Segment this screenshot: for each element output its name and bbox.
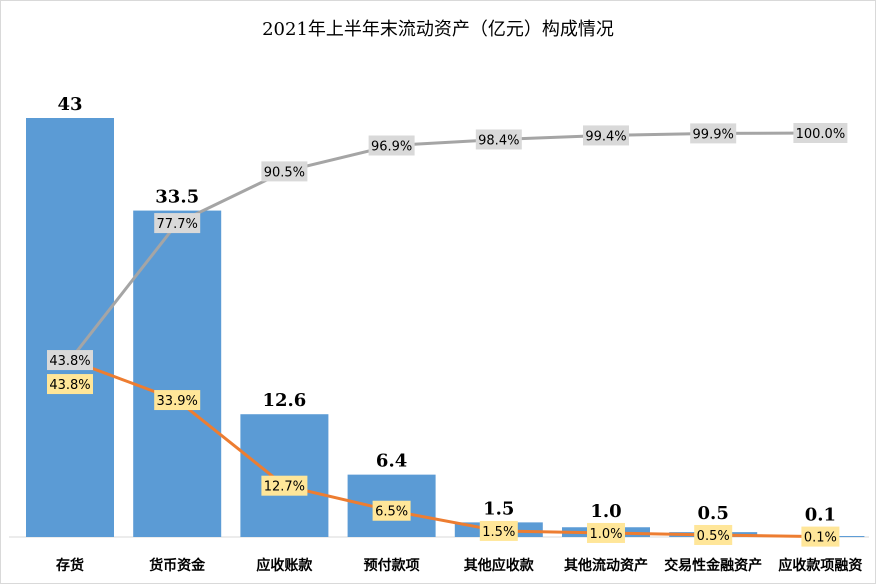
bar-value-label: 0.1 bbox=[805, 505, 836, 526]
share-label-bg bbox=[261, 475, 308, 496]
share-label: 0.5% bbox=[697, 529, 730, 544]
cumulative-label-bg bbox=[690, 123, 737, 144]
share-label: 33.9% bbox=[157, 394, 198, 409]
bar bbox=[26, 118, 114, 537]
cumulative-label: 77.7% bbox=[157, 217, 198, 232]
bar bbox=[240, 414, 329, 537]
share-label-bg bbox=[47, 374, 93, 395]
bar-value-label: 43 bbox=[57, 94, 82, 115]
cumulative-label: 99.9% bbox=[693, 127, 734, 142]
share-label-bg bbox=[154, 390, 201, 411]
x-tick-label: 交易性金融资产 bbox=[664, 557, 762, 574]
x-tick-label: 存货 bbox=[56, 557, 84, 574]
bar-value-label: 33.5 bbox=[155, 187, 199, 208]
cumulative-label-bg bbox=[368, 135, 415, 156]
cumulative-label-bg bbox=[583, 125, 629, 146]
share-label: 12.7% bbox=[264, 480, 305, 495]
chart-title: 2021年上半年末流动资产（亿元）构成情况 bbox=[262, 19, 614, 40]
share-label-bg bbox=[694, 524, 733, 545]
share-label-bg bbox=[372, 500, 411, 521]
x-tick-label: 预付款项 bbox=[364, 557, 420, 574]
cumulative-label: 99.4% bbox=[585, 129, 626, 144]
bar-value-label: 1.5 bbox=[483, 498, 514, 519]
share-label-bg bbox=[801, 526, 840, 547]
x-tick-label: 应收账款 bbox=[256, 557, 313, 574]
share-label-bg bbox=[479, 520, 518, 541]
x-tick-label: 其他流动资产 bbox=[564, 557, 648, 574]
share-label: 0.1% bbox=[804, 531, 837, 546]
bar-value-label: 6.4 bbox=[376, 451, 407, 472]
cumulative-label: 98.4% bbox=[478, 133, 519, 148]
cumulative-label: 43.8% bbox=[49, 354, 90, 369]
share-label: 1.0% bbox=[589, 527, 622, 542]
cumulative-label: 90.5% bbox=[264, 165, 305, 180]
bar-value-label: 0.5 bbox=[698, 503, 729, 524]
share-label: 43.8% bbox=[49, 378, 90, 393]
cumulative-label-bg bbox=[47, 350, 93, 371]
x-tick-label: 应收款项融资 bbox=[778, 557, 862, 574]
x-tick-label: 其他应收款 bbox=[464, 557, 535, 574]
cumulative-label-bg bbox=[154, 213, 201, 234]
bar-value-label: 12.6 bbox=[262, 390, 306, 411]
cumulative-label-bg bbox=[475, 129, 522, 150]
cumulative-label: 100.0% bbox=[796, 127, 846, 142]
cumulative-label-bg bbox=[793, 123, 848, 143]
cumulative-label-bg bbox=[261, 161, 308, 182]
bar bbox=[133, 210, 222, 537]
bar-value-label: 1.0 bbox=[590, 501, 621, 522]
share-label-bg bbox=[587, 522, 625, 543]
share-label: 1.5% bbox=[482, 525, 515, 540]
share-label: 6.5% bbox=[375, 505, 408, 520]
x-tick-label: 货币资金 bbox=[148, 557, 206, 574]
cumulative-label: 96.9% bbox=[371, 140, 412, 155]
